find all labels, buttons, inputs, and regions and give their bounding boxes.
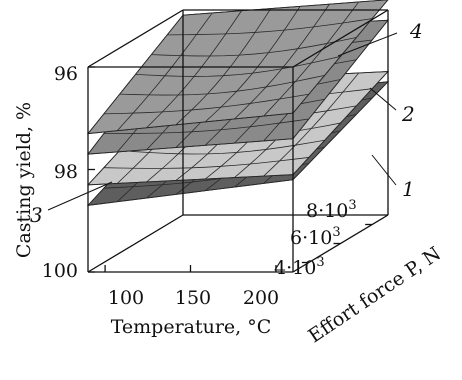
leader-line-2	[369, 87, 397, 111]
surface-mesh-line	[151, 37, 357, 57]
z-tick-mult: ·10	[286, 257, 316, 279]
surface-mesh-line	[119, 139, 325, 155]
x-tick-label: 100	[108, 287, 144, 309]
surface-mesh-line	[87, 138, 294, 155]
surface-mesh-line	[167, 18, 373, 36]
z-tick-label-8: 8·103	[306, 198, 357, 222]
surface-mesh-line	[87, 112, 294, 135]
surface-mesh-line	[87, 179, 294, 206]
surface-label-2: 2	[401, 102, 415, 126]
leader-line-4	[337, 32, 398, 57]
y-tick-label: 98	[54, 161, 78, 183]
surface-mesh-line	[103, 157, 309, 169]
x-tick-label: 200	[243, 287, 279, 309]
box-edge	[292, 9, 389, 68]
z-axis-title: Effort force P, N	[304, 243, 445, 348]
box-edge	[87, 214, 184, 273]
leader-line-3	[47, 181, 113, 211]
surface-label-4: 4	[409, 19, 423, 43]
y-tick-label: 100	[42, 260, 78, 282]
surface-mesh-line	[135, 56, 341, 77]
surface-mesh-line	[119, 74, 325, 96]
surface-mesh-line	[182, 0, 389, 16]
surface-mesh-line	[87, 174, 294, 186]
y-axis-title: Casting yield, %	[13, 102, 35, 258]
surface-mesh-line	[103, 93, 309, 115]
z-tick-mult: ·10	[318, 200, 348, 222]
z-tick-exp: 3	[348, 198, 356, 213]
z-tick-base: 8	[306, 200, 318, 222]
x-axis-title: Temperature, °C	[111, 316, 272, 338]
surface-label-1: 1	[402, 177, 415, 201]
z-tick-mult: ·10	[302, 227, 332, 249]
z-tick-label-6: 6·103	[290, 225, 341, 249]
surfaces-group	[86, 0, 390, 206]
x-tick-label: 150	[175, 287, 211, 309]
y-tick-label: 96	[54, 63, 78, 85]
leader-line-1	[371, 154, 397, 186]
z-tick-exp: 3	[316, 255, 324, 270]
surface-label-3: 3	[30, 203, 43, 227]
z-tick-label-4: 4·103	[274, 255, 325, 279]
z-tick-base: 6	[290, 227, 302, 249]
bounding-box	[87, 9, 389, 273]
surface-mesh-line	[103, 118, 309, 134]
z-tick-base: 4	[274, 257, 286, 279]
z-tick-exp: 3	[332, 225, 340, 240]
box-edge	[87, 9, 184, 68]
